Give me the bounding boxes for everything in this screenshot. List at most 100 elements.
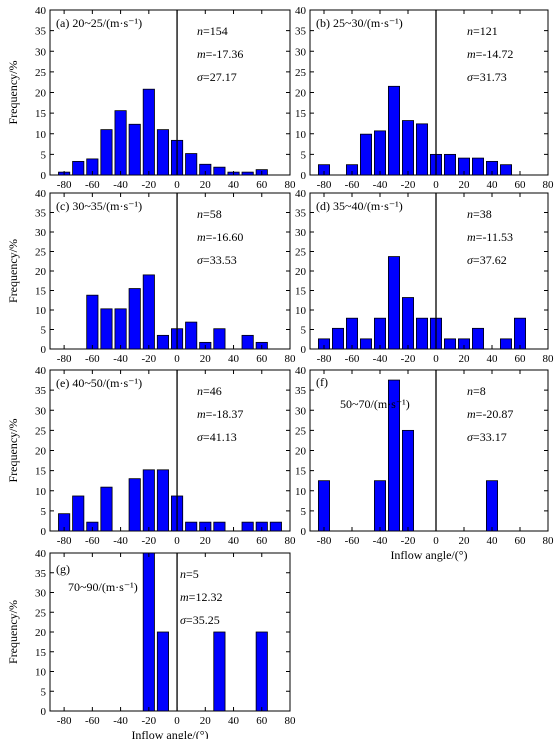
- y-tick-label: 10: [35, 129, 47, 141]
- x-tick-label: -60: [85, 715, 100, 727]
- y-tick-label: 5: [301, 149, 307, 161]
- stat-n: n=46: [197, 384, 222, 398]
- y-tick-label: 40: [35, 548, 47, 560]
- y-tick-label: 30: [35, 405, 47, 417]
- stat-sigma: σ=31.73: [467, 70, 507, 84]
- stat-m: m=-16.60: [197, 230, 243, 244]
- x-tick-label: -60: [85, 353, 100, 365]
- panel-title: (e) 40~50/(m·s⁻¹): [56, 376, 142, 390]
- bar: [128, 288, 141, 350]
- x-tick-label: 60: [256, 179, 268, 191]
- x-tick-label: -40: [373, 535, 388, 547]
- x-tick-label: 40: [487, 535, 499, 547]
- bar: [156, 469, 169, 532]
- bar: [471, 157, 484, 176]
- y-tick-label: 10: [35, 667, 47, 679]
- x-tick-label: 60: [515, 353, 527, 365]
- y-axis-label: Frequency/%: [6, 600, 20, 664]
- bar: [156, 129, 169, 176]
- x-tick-label: 80: [285, 535, 297, 547]
- x-tick-label: 0: [433, 353, 439, 365]
- x-tick-label: -40: [113, 535, 128, 547]
- bar: [128, 478, 141, 532]
- y-tick-label: 35: [35, 385, 47, 397]
- y-tick-label: 35: [295, 26, 307, 38]
- y-tick-label: 25: [35, 425, 47, 437]
- axes-frame: [309, 192, 549, 350]
- y-tick-label: 25: [35, 607, 47, 619]
- y-tick-label: 10: [295, 129, 307, 141]
- axes-frame: [49, 192, 291, 350]
- panel-title: (c) 30~35/(m·s⁻¹): [56, 199, 142, 213]
- panel-a: 0 5 10 15 20 25 30 35 40 -80 -60 -40 -20 0 20 40 60 80 (a)…: [6, 5, 296, 191]
- bar: [255, 631, 268, 712]
- bar: [128, 123, 141, 176]
- bar: [72, 160, 85, 176]
- y-tick-label: 35: [35, 568, 47, 580]
- bar: [100, 129, 113, 176]
- y-tick-label: 35: [295, 385, 307, 397]
- y-tick-label: 20: [295, 446, 307, 458]
- x-tick-label: -80: [57, 353, 72, 365]
- stat-sigma: σ=41.13: [197, 430, 237, 444]
- bar: [499, 164, 512, 176]
- x-tick-label: -40: [373, 353, 388, 365]
- panel-b: 0 5 10 15 20 25 30 35 40 -80 -60 -40 -20 0 20 40 60 80 (b)…: [295, 5, 554, 191]
- x-tick-label: -20: [141, 353, 156, 365]
- x-tick-label: -40: [113, 179, 128, 191]
- y-tick-label: 35: [295, 208, 307, 220]
- x-tick-label: 40: [487, 179, 499, 191]
- x-tick-label: -80: [317, 179, 332, 191]
- x-tick-label: 80: [543, 353, 555, 365]
- panel-title: (f): [316, 375, 328, 389]
- x-tick-label: -20: [141, 535, 156, 547]
- x-tick-label: 60: [256, 353, 268, 365]
- y-tick-label: 0: [41, 526, 47, 538]
- y-tick-label: 5: [301, 506, 307, 518]
- y-tick-label: 10: [295, 305, 307, 317]
- y-tick-label: 10: [35, 305, 47, 317]
- panel-subtitle: 70~90/(m·s⁻¹): [68, 580, 138, 594]
- bar: [373, 480, 386, 532]
- bar: [142, 88, 155, 176]
- stat-n: n=154: [197, 24, 228, 38]
- x-tick-label: 40: [228, 353, 240, 365]
- y-tick-label: 30: [35, 588, 47, 600]
- y-tick-label: 0: [41, 344, 47, 356]
- x-tick-label: -40: [373, 179, 388, 191]
- y-tick-label: 0: [41, 706, 47, 718]
- axes-frame: [49, 552, 291, 712]
- bar: [359, 133, 372, 176]
- bar: [213, 521, 226, 532]
- bar: [72, 495, 85, 532]
- y-tick-label: 5: [41, 686, 47, 698]
- stat-m: m=-18.37: [197, 407, 243, 421]
- stat-n: n=8: [467, 384, 486, 398]
- x-tick-label: 0: [174, 353, 180, 365]
- y-tick-label: 5: [301, 325, 307, 337]
- x-tick-label: -80: [317, 535, 332, 547]
- x-tick-label: -20: [401, 353, 416, 365]
- y-tick-label: 25: [295, 425, 307, 437]
- bar: [142, 552, 155, 712]
- x-tick-label: 0: [174, 535, 180, 547]
- y-tick-label: 15: [295, 286, 307, 298]
- x-tick-label: 20: [200, 535, 212, 547]
- y-tick-label: 40: [35, 5, 47, 17]
- bar: [185, 321, 198, 350]
- y-tick-label: 15: [35, 466, 47, 478]
- y-tick-label: 10: [295, 486, 307, 498]
- y-tick-label: 25: [35, 67, 47, 79]
- x-tick-label: -80: [57, 715, 72, 727]
- bar: [142, 274, 155, 350]
- bar: [241, 334, 254, 350]
- panel-title: (a) 20~25/(m·s⁻¹): [56, 16, 142, 30]
- x-tick-label: 20: [459, 179, 471, 191]
- y-tick-label: 20: [295, 88, 307, 100]
- stat-m: m=-20.87: [467, 407, 513, 421]
- x-tick-label: 80: [543, 179, 555, 191]
- y-tick-label: 0: [301, 344, 307, 356]
- x-tick-label: -20: [401, 535, 416, 547]
- x-tick-label: 80: [285, 353, 297, 365]
